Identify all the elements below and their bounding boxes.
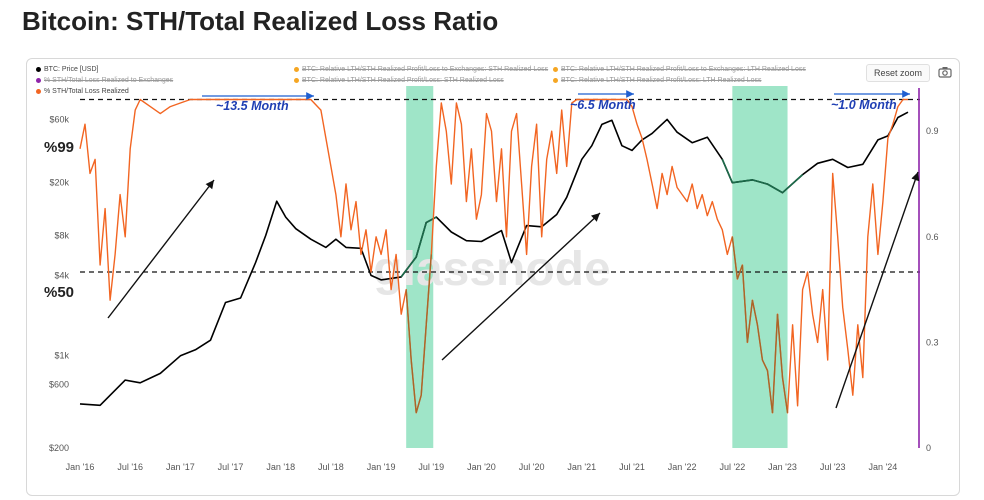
y-right-tick-label: 0.9 (926, 126, 939, 136)
x-tick-label: Jan '21 (567, 462, 596, 472)
level-99-label: %99 (44, 139, 74, 156)
legend-item-sth-realized-loss-exchanges[interactable]: BTC: Relative LTH/STH Realized Profit/Lo… (294, 66, 548, 73)
series-segment-highlight (732, 179, 753, 184)
x-tick-label: Jul '21 (619, 462, 645, 472)
trend-arrow (835, 171, 920, 409)
y-left-tick-label: $1k (54, 350, 69, 360)
legend-label: % STH/Total Loss Realized to Exchanges (44, 77, 174, 84)
series-segment-highlight (736, 264, 744, 280)
x-tick-label: Jul '17 (218, 462, 244, 472)
x-tick-label: Jan '22 (668, 462, 697, 472)
x-tick-label: Jan '23 (768, 462, 797, 472)
legend-swatch (553, 67, 558, 72)
trend-arrow (441, 212, 601, 361)
highlight-band (406, 86, 434, 448)
x-tick-label: Jan '18 (266, 462, 295, 472)
y-left-tick-label: $4k (54, 270, 69, 280)
legend-swatch (294, 67, 299, 72)
series-segment-highlight (751, 300, 759, 325)
legend-label: BTC: Relative LTH/STH Realized Profit/Lo… (302, 77, 504, 84)
series-segment-highlight (781, 377, 789, 413)
page-title: Bitcoin: STH/Total Realized Loss Ratio (22, 6, 499, 36)
trend-arrow (107, 179, 215, 319)
legend-item-sth-total-loss[interactable]: % STH/Total Loss Realized (36, 88, 129, 95)
x-tick-label: Jan '19 (367, 462, 396, 472)
series-segment-highlight (425, 254, 432, 325)
legend-swatch (36, 89, 41, 94)
legend-label: BTC: Price [USD] (44, 66, 99, 73)
legend-label: BTC: Relative LTH/STH Realized Profit/Lo… (302, 66, 549, 73)
y-left-tick-label: $8k (54, 230, 69, 240)
legend-item-lth-realized-loss-exchanges[interactable]: BTC: Relative LTH/STH Realized Profit/Lo… (553, 66, 806, 73)
x-tick-label: Jul '18 (318, 462, 344, 472)
series-segment-highlight (746, 300, 754, 343)
x-tick-label: Jul '23 (820, 462, 846, 472)
x-tick-label: Jan '24 (869, 462, 898, 472)
series-segment-highlight (415, 222, 428, 258)
series-segment-highlight (400, 256, 417, 278)
series-segment-highlight (741, 264, 749, 343)
y-right-tick-label: 0.3 (926, 337, 939, 347)
y-right-tick-label: 0.6 (926, 232, 939, 242)
series-segment-highlight (425, 216, 437, 224)
series-segment-highlight (766, 370, 774, 413)
series-segment-highlight (405, 289, 412, 361)
series-segment-highlight (761, 359, 769, 371)
y-left-tick-label: $200 (49, 443, 69, 453)
cycle-2-label: ~6.5 Month (570, 98, 636, 112)
series-segment-highlight (721, 158, 734, 183)
series-segment-highlight (756, 324, 764, 361)
series-segment-highlight (771, 314, 779, 413)
x-tick-label: Jul '22 (719, 462, 745, 472)
y-left-tick-label: $60k (49, 114, 69, 124)
x-tick-label: Jul '20 (519, 462, 545, 472)
y-right-tick-label: 0 (926, 443, 931, 453)
legend-swatch (36, 78, 41, 83)
legend-item-lth-realized-loss[interactable]: BTC: Relative LTH/STH Realized Profit/Lo… (553, 77, 761, 84)
cycle-3-label: ~1.0 Month (831, 98, 897, 112)
reset-zoom-button[interactable]: Reset zoom (866, 64, 930, 82)
legend-swatch (553, 78, 558, 83)
series-segment-highlight (776, 314, 784, 378)
legend-item-sth-loss-exchanges[interactable]: % STH/Total Loss Realized to Exchanges (36, 77, 173, 84)
legend-item-btc-price[interactable]: BTC: Price [USD] (36, 66, 98, 73)
series-segment-highlight (410, 359, 417, 413)
watermark-text: glassnode (373, 243, 610, 296)
legend-swatch (294, 78, 299, 83)
chart-frame (26, 58, 960, 496)
legend-label: BTC: Relative LTH/STH Realized Profit/Lo… (561, 66, 806, 73)
legend-label: % STH/Total Loss Realized (44, 88, 129, 95)
camera-icon[interactable] (938, 66, 952, 78)
series-segment-highlight (752, 179, 768, 185)
highlight-band (732, 86, 788, 448)
legend-swatch (36, 67, 41, 72)
series-segment-highlight (415, 395, 422, 413)
series-line-sth-total-loss (79, 98, 908, 414)
x-tick-label: Jul '19 (418, 462, 444, 472)
legend-item-sth-realized-loss[interactable]: BTC: Relative LTH/STH Realized Profit/Lo… (294, 77, 504, 84)
level-50-label: %50 (44, 284, 74, 301)
y-left-tick-label: $600 (49, 380, 69, 390)
x-tick-label: Jul '16 (117, 462, 143, 472)
y-left-tick-label: $20k (49, 178, 69, 188)
x-tick-label: Jan '16 (66, 462, 95, 472)
legend-label: BTC: Relative LTH/STH Realized Profit/Lo… (561, 77, 762, 84)
series-segment-highlight (731, 236, 739, 280)
x-tick-label: Jan '20 (467, 462, 496, 472)
series-segment-highlight (767, 183, 783, 194)
cycle-1-label: ~13.5 Month (216, 99, 289, 113)
series-segment-highlight (781, 174, 804, 194)
x-tick-label: Jan '17 (166, 462, 195, 472)
series-segment-highlight (420, 324, 427, 396)
